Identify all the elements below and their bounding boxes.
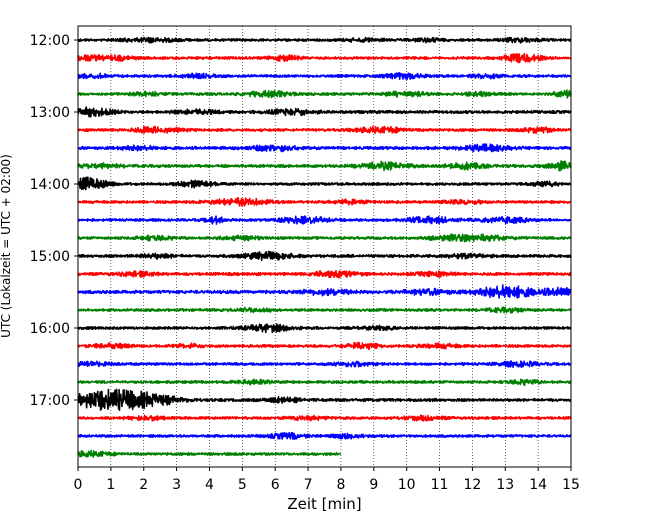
y-tick-label: 17:00 (30, 393, 70, 409)
x-tick-label: 15 (562, 477, 580, 493)
plot-frame (77, 25, 572, 468)
trace-row (77, 125, 572, 135)
x-tick-label: 13 (496, 477, 514, 493)
trace-row (77, 215, 572, 225)
y-tick-label: 13:00 (30, 105, 70, 121)
trace-row (77, 52, 572, 64)
x-tick-label: 11 (431, 477, 449, 493)
trace-row (77, 176, 572, 191)
x-tick-label: 6 (271, 477, 280, 493)
x-tick-label: 10 (398, 477, 416, 493)
trace-row (77, 233, 572, 243)
trace-row (77, 323, 572, 334)
trace-row (77, 71, 572, 81)
y-tick-label: 14:00 (30, 177, 70, 193)
x-tick-label: 4 (205, 477, 214, 493)
trace-row (77, 160, 572, 172)
trace-row (77, 143, 572, 153)
trace-row (77, 106, 572, 118)
y-tick-label: 16:00 (30, 321, 70, 337)
x-tick-label: 14 (529, 477, 547, 493)
trace-row (77, 89, 572, 99)
y-axis: 12:00 13:00 14:00 15:00 16:00 17:00 (30, 33, 78, 409)
x-tick-label: 3 (172, 477, 181, 493)
trace-row (77, 197, 572, 208)
trace-row (77, 449, 342, 458)
y-tick-label: 15:00 (30, 249, 70, 265)
x-tick-label: 2 (139, 477, 148, 493)
trace-row (77, 306, 572, 314)
trace-row (77, 431, 572, 440)
x-tick-label: 7 (304, 477, 313, 493)
trace-row (77, 36, 572, 44)
trace-row (77, 388, 572, 411)
x-tick-label: 8 (336, 477, 345, 493)
x-tick-label: 0 (74, 477, 83, 493)
trace-rows (77, 36, 572, 458)
trace-row (77, 341, 572, 350)
trace-row (77, 269, 572, 279)
x-axis: 0 1 2 3 4 5 6 7 8 9 10 11 12 13 14 15 (74, 467, 580, 493)
x-axis-label: Zeit [min] (287, 495, 361, 513)
trace-row (77, 250, 572, 262)
trace-row (77, 360, 572, 369)
x-tick-label: 9 (369, 477, 378, 493)
trace-row (77, 378, 572, 387)
x-tick-label: 5 (238, 477, 247, 493)
y-axis-label: UTC (Lokalzeit = UTC + 02:00) (0, 154, 13, 338)
x-tick-label: 12 (463, 477, 481, 493)
trace-row (77, 414, 572, 422)
trace-row (77, 284, 572, 299)
x-tick-label: 1 (106, 477, 115, 493)
y-tick-label: 12:00 (30, 33, 70, 49)
